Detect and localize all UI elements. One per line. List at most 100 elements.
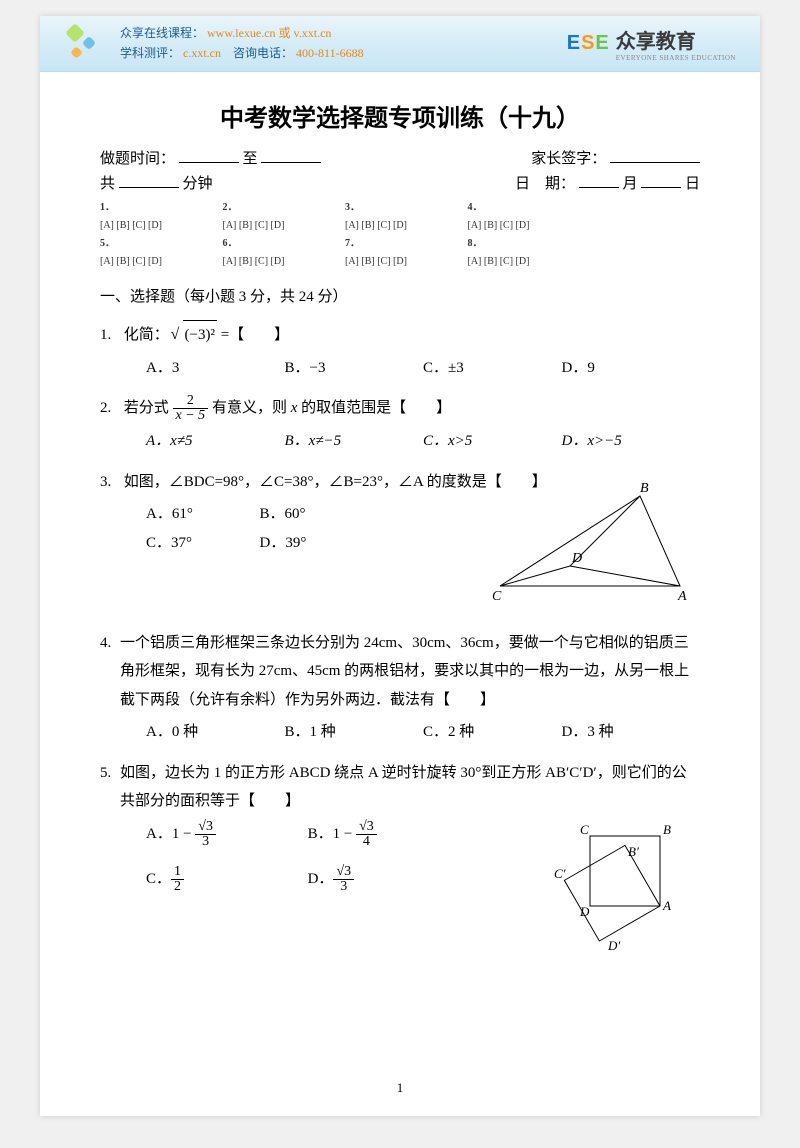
page: 众享在线课程： www.lexue.cn 或 v.xxt.cn 学科测评： c.… — [40, 16, 760, 1116]
q2-frac: 2 x − 5 — [173, 394, 209, 423]
fig5-cp: C′ — [554, 866, 566, 881]
q1-num: 1. — [100, 321, 120, 350]
q1-sqrt: (−3)² — [173, 320, 217, 350]
month-blank[interactable] — [579, 173, 619, 188]
question-3: 3. 如图，∠BDC=98°，∠C=38°，∠B=23°，∠A 的度数是【 】 … — [100, 468, 700, 617]
question-5: 5. 如图，边长为 1 的正方形 ABCD 绕点 A 逆时针旋转 30°到正方形… — [100, 759, 700, 967]
q3-text: 如图，∠BDC=98°，∠C=38°，∠B=23°，∠A 的度数是【 】 — [124, 474, 547, 490]
q1-pre: 化简： — [124, 327, 169, 343]
fig-label-c: C — [492, 589, 502, 604]
fig-label-a: A — [677, 589, 687, 604]
ans-1[interactable]: 1．[A] [B] [C] [D] — [100, 199, 220, 235]
page-number: 1 — [40, 1080, 760, 1096]
q5-opt-a[interactable]: A．1 − √33 — [146, 820, 308, 849]
fig-label-b: B — [640, 481, 649, 496]
question-2: 2. 若分式 2 x − 5 有意义，则 x 的取值范围是【 】 A．x≠5 B… — [100, 394, 700, 456]
ans-7[interactable]: 7．[A] [B] [C] [D] — [345, 235, 465, 271]
meta-row-2: 共 分钟 日 期： 月 日 — [100, 172, 700, 193]
banner-text: 众享在线课程： www.lexue.cn 或 v.xxt.cn 学科测评： c.… — [112, 24, 567, 62]
q1-opt-c[interactable]: C．±3 — [423, 354, 562, 383]
q1-options: A．3 B．−3 C．±3 D．9 — [100, 354, 700, 383]
q4-opt-c[interactable]: C．2 种 — [423, 718, 562, 747]
q4-opt-b[interactable]: B．1 种 — [285, 718, 424, 747]
meta-row-1: 做题时间： 至 家长签字： — [100, 147, 700, 168]
q5-options: A．1 − √33 B．1 − √34 C．12 D．√33 — [100, 820, 550, 894]
fig5-c: C — [580, 822, 589, 837]
parent-sign-blank[interactable] — [610, 148, 700, 163]
q2-options: A．x≠5 B．x≠−5 C．x>5 D．x>−5 — [100, 427, 700, 456]
q2-opt-d[interactable]: D．x>−5 — [562, 427, 701, 456]
total-blank[interactable] — [119, 173, 179, 188]
banner-line2-link[interactable]: c.xxt.cn — [183, 46, 221, 60]
q1-opt-b[interactable]: B．−3 — [285, 354, 424, 383]
q3-opt-a[interactable]: A．61° — [146, 500, 260, 529]
fig5-dp: D′ — [607, 938, 620, 953]
fig5-bp: B′ — [628, 844, 639, 859]
banner-line1-label: 众享在线课程： — [120, 26, 204, 40]
parent-sign-label: 家长签字： — [531, 151, 606, 167]
q2-var: x — [291, 400, 298, 416]
q2-post: 的取值范围是【 】 — [301, 400, 451, 416]
q3-opt-d[interactable]: D．39° — [260, 529, 374, 558]
q5-num: 5. — [100, 759, 120, 816]
question-1: 1. 化简： (−3)² =【 】 A．3 B．−3 C．±3 D．9 — [100, 320, 700, 382]
q5-opt-d[interactable]: D．√33 — [308, 865, 470, 894]
q4-opt-d[interactable]: D．3 种 — [562, 718, 701, 747]
ans-4[interactable]: 4．[A] [B] [C] [D] — [468, 199, 588, 235]
banner-decoration — [64, 20, 112, 68]
fig5-d: D — [579, 904, 590, 919]
answer-grid: 1．[A] [B] [C] [D] 2．[A] [B] [C] [D] 3．[A… — [100, 199, 700, 271]
q2-pre: 若分式 — [124, 400, 173, 416]
section-heading: 一、选择题（每小题 3 分，共 24 分） — [100, 285, 700, 306]
q4-text: 一个铝质三角形框架三条边长分别为 24cm、30cm、36cm，要做一个与它相似… — [120, 629, 700, 715]
logo-sub: EVERYONE SHARES EDUCATION — [616, 54, 736, 62]
ans-5[interactable]: 5．[A] [B] [C] [D] — [100, 235, 220, 271]
banner-phone: 400-811-6688 — [296, 46, 364, 60]
month-label: 月 — [622, 176, 637, 192]
q5-opt-c[interactable]: C．12 — [146, 865, 308, 894]
banner-phone-label: 咨询电话： — [233, 46, 293, 60]
fig-label-d: D — [571, 551, 582, 566]
q5-opt-b[interactable]: B．1 − √34 — [308, 820, 470, 849]
ans-8[interactable]: 8．[A] [B] [C] [D] — [468, 235, 588, 271]
q4-opt-a[interactable]: A．0 种 — [146, 718, 285, 747]
ans-2[interactable]: 2．[A] [B] [C] [D] — [223, 199, 343, 235]
banner-line2-label: 学科测评： — [120, 46, 180, 60]
q2-num: 2. — [100, 394, 120, 423]
time-label: 做题时间： — [100, 151, 175, 167]
day-blank[interactable] — [641, 173, 681, 188]
day-label: 日 — [685, 176, 700, 192]
q4-options: A．0 种 B．1 种 C．2 种 D．3 种 — [100, 718, 700, 747]
q2-opt-c[interactable]: C．x>5 — [423, 427, 562, 456]
ans-3[interactable]: 3．[A] [B] [C] [D] — [345, 199, 465, 235]
question-4: 4. 一个铝质三角形框架三条边长分别为 24cm、30cm、36cm，要做一个与… — [100, 629, 700, 747]
page-title: 中考数学选择题专项训练（十九） — [100, 98, 700, 133]
time-to-blank[interactable] — [261, 148, 321, 163]
q1-opt-d[interactable]: D．9 — [562, 354, 701, 383]
time-to: 至 — [243, 151, 258, 167]
header-banner: 众享在线课程： www.lexue.cn 或 v.xxt.cn 学科测评： c.… — [40, 16, 760, 72]
banner-logo: ESE 众享教育 EVERYONE SHARES EDUCATION — [567, 25, 736, 62]
total-label: 共 — [100, 176, 115, 192]
fig5-b: B — [663, 822, 671, 837]
q3-options: A．61° B．60° C．37° D．39° — [100, 500, 490, 557]
minutes-label: 分钟 — [183, 176, 213, 192]
logo-cn: 众享教育 — [616, 25, 736, 54]
q2-opt-a[interactable]: A．x≠5 — [146, 427, 285, 456]
q3-figure: B C A D — [490, 496, 700, 617]
q3-opt-c[interactable]: C．37° — [146, 529, 260, 558]
date-label: 日 期： — [515, 176, 575, 192]
ans-6[interactable]: 6．[A] [B] [C] [D] — [223, 235, 343, 271]
q2-mid: 有意义，则 — [212, 400, 291, 416]
q5-text: 如图，边长为 1 的正方形 ABCD 绕点 A 逆时针旋转 30°到正方形 AB… — [120, 759, 700, 816]
q1-post: =【 】 — [221, 327, 289, 343]
q2-opt-b[interactable]: B．x≠−5 — [285, 427, 424, 456]
time-from-blank[interactable] — [179, 148, 239, 163]
q5-figure: A B C D B′ C′ D′ — [550, 816, 700, 967]
fig5-a: A — [662, 898, 671, 913]
q3-opt-b[interactable]: B．60° — [260, 500, 374, 529]
q4-num: 4. — [100, 629, 120, 715]
q1-opt-a[interactable]: A．3 — [146, 354, 285, 383]
banner-line1-links[interactable]: www.lexue.cn 或 v.xxt.cn — [207, 26, 331, 40]
q3-num: 3. — [100, 468, 120, 497]
